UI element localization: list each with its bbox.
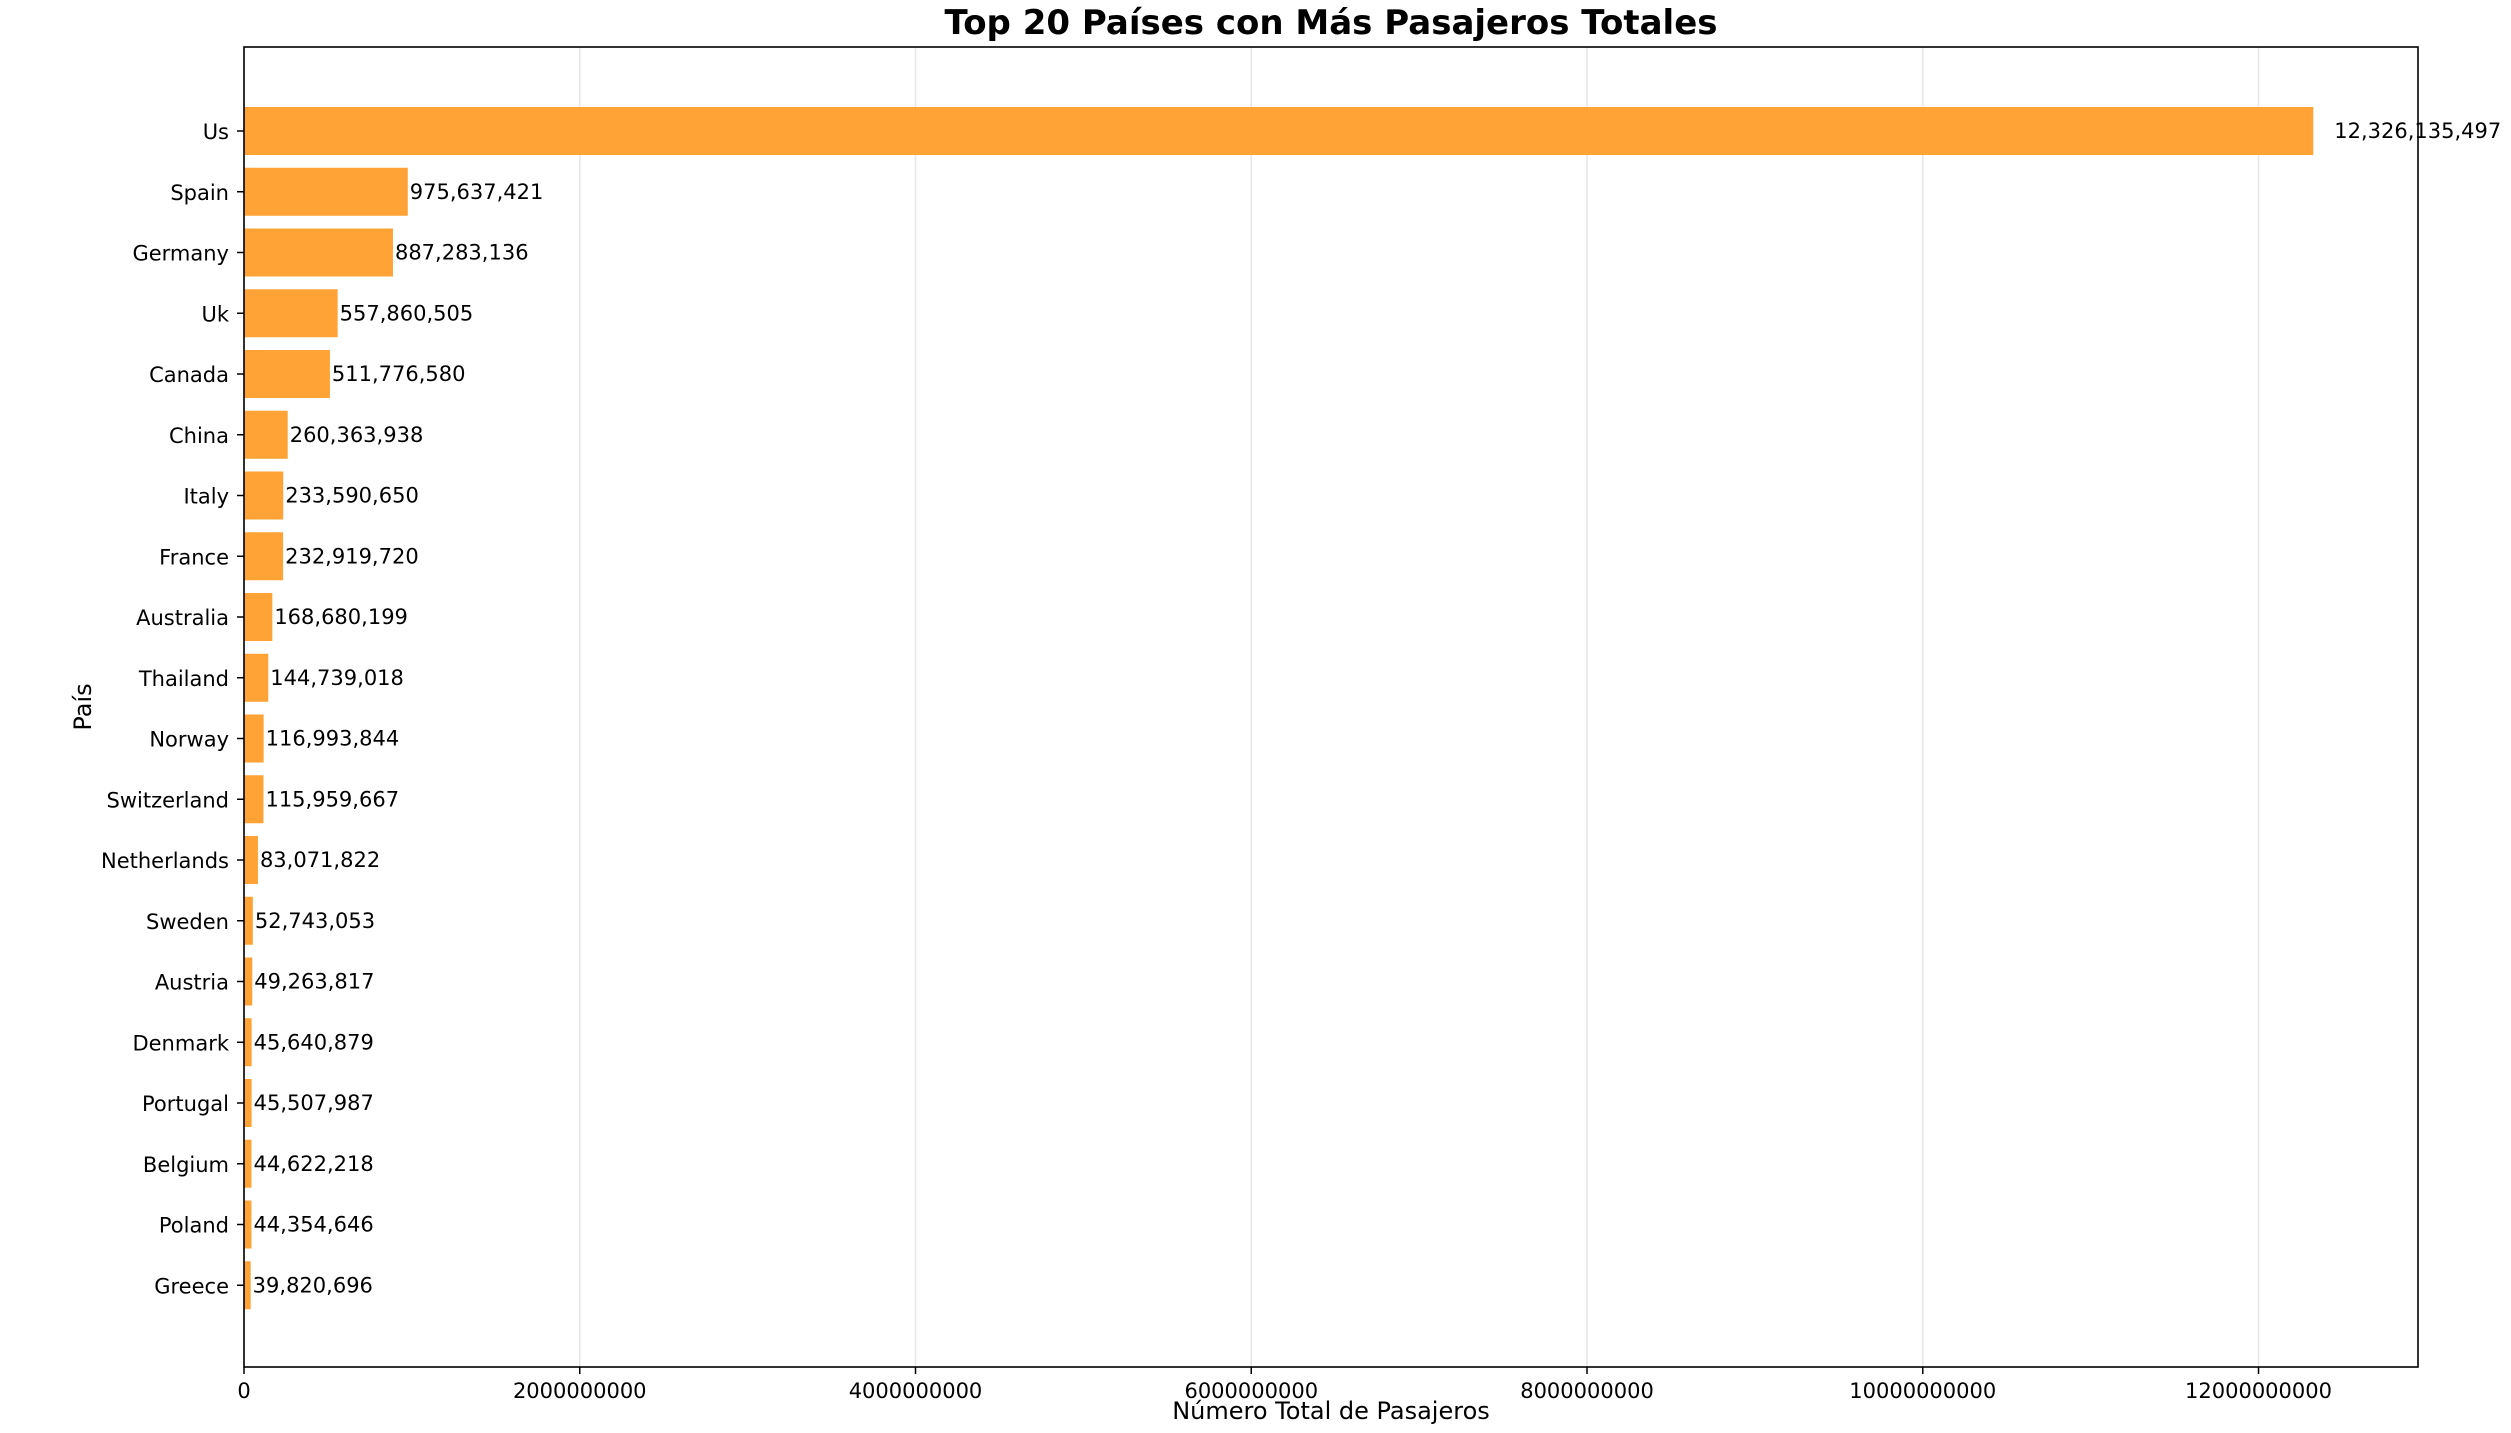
data-label: 168,680,199: [274, 605, 408, 629]
data-label: 45,507,987: [254, 1091, 374, 1115]
y-tick-label: Us: [203, 120, 229, 144]
bar: [244, 1018, 252, 1067]
data-label: 511,776,580: [332, 362, 466, 386]
y-tick-label: Spain: [170, 181, 229, 205]
bar: [244, 653, 269, 702]
bar: [244, 1139, 252, 1188]
x-tick-label: 4000000000: [849, 1379, 983, 1403]
y-tick-label: Poland: [159, 1214, 229, 1238]
value-labels: 12,326,135,497 975,637,421 887,283,136 557,…: [253, 119, 2502, 1297]
y-tick-label: Austria: [155, 971, 229, 995]
data-label: 39,820,696: [253, 1273, 373, 1297]
data-label: 52,743,053: [255, 909, 375, 933]
bar: [244, 1200, 252, 1249]
plot-frame: [243, 46, 2419, 1368]
y-tick-label: Norway: [149, 728, 229, 752]
y-tick-label: Netherlands: [101, 849, 229, 873]
y-tick-label: Sweden: [146, 910, 229, 934]
data-label: 975,637,421: [410, 180, 544, 204]
data-label: 44,622,218: [253, 1152, 373, 1176]
bars: [244, 107, 2314, 1310]
bar: [244, 836, 258, 884]
x-tick-label: 10000000000: [1849, 1379, 1996, 1403]
data-label: 45,640,879: [254, 1030, 374, 1054]
y-tick-label: Thailand: [138, 667, 229, 691]
data-label: 44,354,646: [253, 1213, 373, 1237]
bar: [244, 896, 253, 945]
bar: [244, 532, 284, 581]
x-tick-label: 0: [237, 1379, 250, 1403]
bar: [244, 107, 2314, 155]
bar: [244, 289, 338, 338]
data-label: 116,993,844: [266, 727, 400, 751]
y-tick-label: Italy: [183, 485, 229, 509]
data-label: 49,263,817: [254, 970, 374, 994]
y-tick-label: Denmark: [132, 1031, 229, 1055]
bar: [244, 1079, 252, 1127]
y-tick-label: France: [159, 545, 229, 569]
y-tick-label: Uk: [201, 302, 229, 326]
bar: [244, 471, 284, 520]
y-tick-label: Germany: [132, 242, 229, 266]
x-axis-ticks: 0 2000000000 4000000000 6000000000 800000000…: [237, 1367, 2332, 1403]
bar: [244, 775, 264, 824]
x-tick-label: 2000000000: [513, 1379, 647, 1403]
y-axis-label: País: [69, 683, 97, 730]
x-tick-label: 8000000000: [1520, 1379, 1654, 1403]
y-axis-ticks: Us Spain Germany Uk Canada China Italy France Au…: [101, 120, 244, 1298]
data-label: 233,590,650: [285, 484, 419, 508]
x-tick-label: 6000000000: [1184, 1379, 1318, 1403]
bar: [244, 1261, 251, 1310]
data-label: 232,919,720: [285, 544, 419, 568]
data-label: 887,283,136: [395, 241, 529, 265]
data-label: 12,326,135,497: [2334, 119, 2501, 143]
x-tick-label: 12000000000: [2185, 1379, 2332, 1403]
bar: [244, 957, 253, 1006]
bar: [244, 228, 393, 277]
data-label: 557,860,505: [340, 301, 474, 325]
bar: [244, 167, 408, 216]
data-label: 144,739,018: [270, 666, 404, 690]
y-tick-label: Greece: [154, 1274, 229, 1298]
data-label: 115,959,667: [265, 787, 399, 811]
y-tick-label: Canada: [149, 363, 229, 387]
bar: [244, 714, 264, 763]
data-label: 260,363,938: [290, 423, 424, 447]
bar: [244, 410, 288, 459]
y-tick-label: China: [169, 424, 229, 448]
bar: [244, 350, 330, 398]
y-tick-label: Portugal: [142, 1092, 229, 1116]
y-tick-label: Australia: [136, 606, 229, 630]
y-tick-label: Switzerland: [107, 788, 230, 812]
data-label: 83,071,822: [260, 848, 380, 872]
bar: [244, 593, 273, 641]
y-tick-label: Belgium: [143, 1153, 229, 1177]
chart-title: Top 20 Países con Más Pasajeros Totales: [945, 3, 1718, 43]
x-axis-label: Número Total de Pasajeros: [1172, 1397, 1490, 1425]
grid-lines: [243, 47, 2260, 1367]
